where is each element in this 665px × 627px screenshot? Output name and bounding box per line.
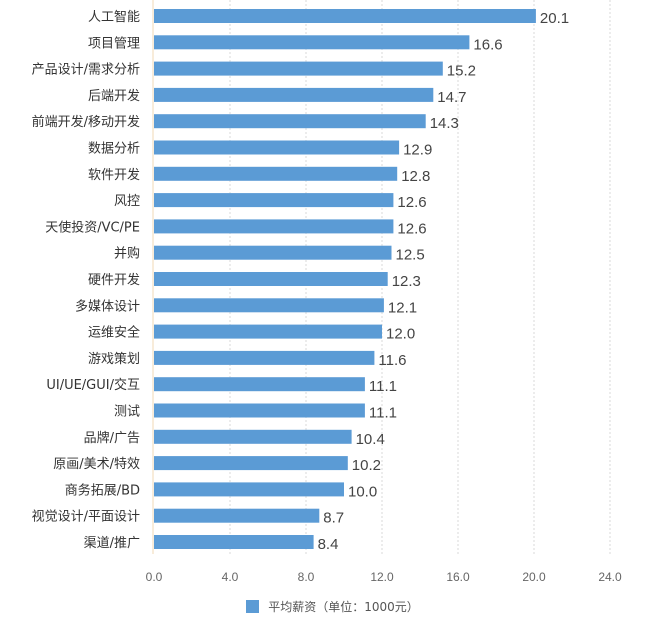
category-label: 数据分析 bbox=[88, 142, 140, 157]
category-label: 产品设计/需求分析 bbox=[32, 63, 140, 78]
value-label: 12.1 bbox=[388, 299, 417, 316]
value-label: 12.3 bbox=[392, 273, 421, 290]
bar bbox=[154, 456, 348, 471]
x-axis-ticks: 0.0 4.0 8.0 12.0 16.0 20.0 24.0 bbox=[146, 570, 622, 584]
value-labels: 20.1 16.6 15.2 14.7 14.3 12.9 12.8 12.6 12.6 12.5… bbox=[318, 10, 570, 553]
value-label: 11.6 bbox=[378, 352, 406, 369]
x-tick-label: 20.0 bbox=[522, 570, 546, 584]
bar bbox=[154, 219, 394, 234]
bar bbox=[154, 87, 434, 102]
legend-label: 平均薪资（单位：1000元） bbox=[268, 600, 419, 614]
category-label: 项目管理 bbox=[88, 36, 140, 51]
category-label: 天使投资/VC/PE bbox=[45, 219, 140, 235]
x-tick-label: 16.0 bbox=[446, 570, 470, 584]
value-label: 10.4 bbox=[356, 431, 385, 448]
category-label: 前端开发/移动开发 bbox=[32, 114, 140, 130]
bar bbox=[154, 324, 382, 339]
category-label: 测试 bbox=[114, 405, 140, 420]
x-tick-label: 8.0 bbox=[298, 570, 315, 584]
category-label: 多媒体设计 bbox=[75, 298, 140, 314]
bar bbox=[154, 35, 470, 50]
category-label: 并购 bbox=[114, 246, 140, 262]
value-label: 12.5 bbox=[396, 247, 425, 264]
value-label: 14.7 bbox=[437, 89, 466, 106]
category-label: 原画/美术/特效 bbox=[53, 457, 140, 472]
bar bbox=[154, 193, 394, 208]
bar bbox=[154, 508, 320, 523]
value-label: 20.1 bbox=[540, 10, 569, 27]
bar bbox=[154, 429, 352, 444]
bar-chart: 人工智能项目管理产品设计/需求分析后端开发前端开发/移动开发数据分析软件开发风控… bbox=[32, 0, 622, 584]
bar bbox=[154, 298, 384, 313]
category-label: 人工智能 bbox=[88, 10, 140, 25]
bars bbox=[154, 9, 536, 549]
bar bbox=[154, 9, 536, 23]
value-label: 11.1 bbox=[369, 378, 397, 395]
value-label: 12.0 bbox=[386, 326, 415, 343]
value-label: 10.0 bbox=[348, 483, 377, 500]
bar bbox=[154, 61, 443, 76]
bar bbox=[154, 166, 398, 181]
category-label: 软件开发 bbox=[88, 167, 140, 183]
category-label: 品牌/广告 bbox=[84, 430, 140, 446]
bar bbox=[154, 377, 365, 392]
value-label: 8.4 bbox=[318, 536, 339, 553]
value-label: 14.3 bbox=[430, 115, 459, 132]
bar bbox=[154, 350, 375, 365]
value-label: 10.2 bbox=[352, 457, 381, 474]
x-tick-label: 4.0 bbox=[222, 570, 239, 584]
value-label: 12.6 bbox=[397, 194, 426, 211]
category-label: 硬件开发 bbox=[88, 272, 140, 288]
bar bbox=[154, 482, 344, 497]
bar bbox=[154, 535, 314, 549]
bar bbox=[154, 114, 426, 129]
legend: 平均薪资（单位：1000元） bbox=[0, 598, 665, 615]
category-label: 商务拓展/BD bbox=[65, 482, 140, 498]
category-label: 视觉设计/平面设计 bbox=[32, 510, 140, 525]
category-label: UI/UE/GUI/交互 bbox=[46, 377, 140, 393]
bar bbox=[154, 140, 400, 155]
x-tick-label: 12.0 bbox=[370, 570, 394, 584]
bar bbox=[154, 403, 365, 418]
category-label: 风控 bbox=[114, 194, 140, 209]
value-label: 12.6 bbox=[397, 220, 426, 237]
category-label: 运维安全 bbox=[88, 325, 140, 341]
category-labels: 人工智能项目管理产品设计/需求分析后端开发前端开发/移动开发数据分析软件开发风控… bbox=[32, 10, 140, 551]
category-label: 游戏策划 bbox=[88, 351, 140, 367]
value-label: 16.6 bbox=[473, 36, 502, 53]
category-label: 后端开发 bbox=[88, 88, 140, 104]
value-label: 8.7 bbox=[323, 510, 344, 527]
value-label: 12.9 bbox=[403, 142, 432, 159]
x-tick-label: 0.0 bbox=[146, 570, 163, 584]
value-label: 15.2 bbox=[447, 63, 476, 80]
value-label: 12.8 bbox=[401, 168, 430, 185]
bar bbox=[154, 245, 392, 260]
value-label: 11.1 bbox=[369, 405, 397, 422]
bar bbox=[154, 272, 388, 286]
category-label: 渠道/推广 bbox=[84, 536, 140, 551]
legend-swatch-icon bbox=[246, 600, 260, 613]
x-tick-label: 24.0 bbox=[598, 570, 622, 584]
